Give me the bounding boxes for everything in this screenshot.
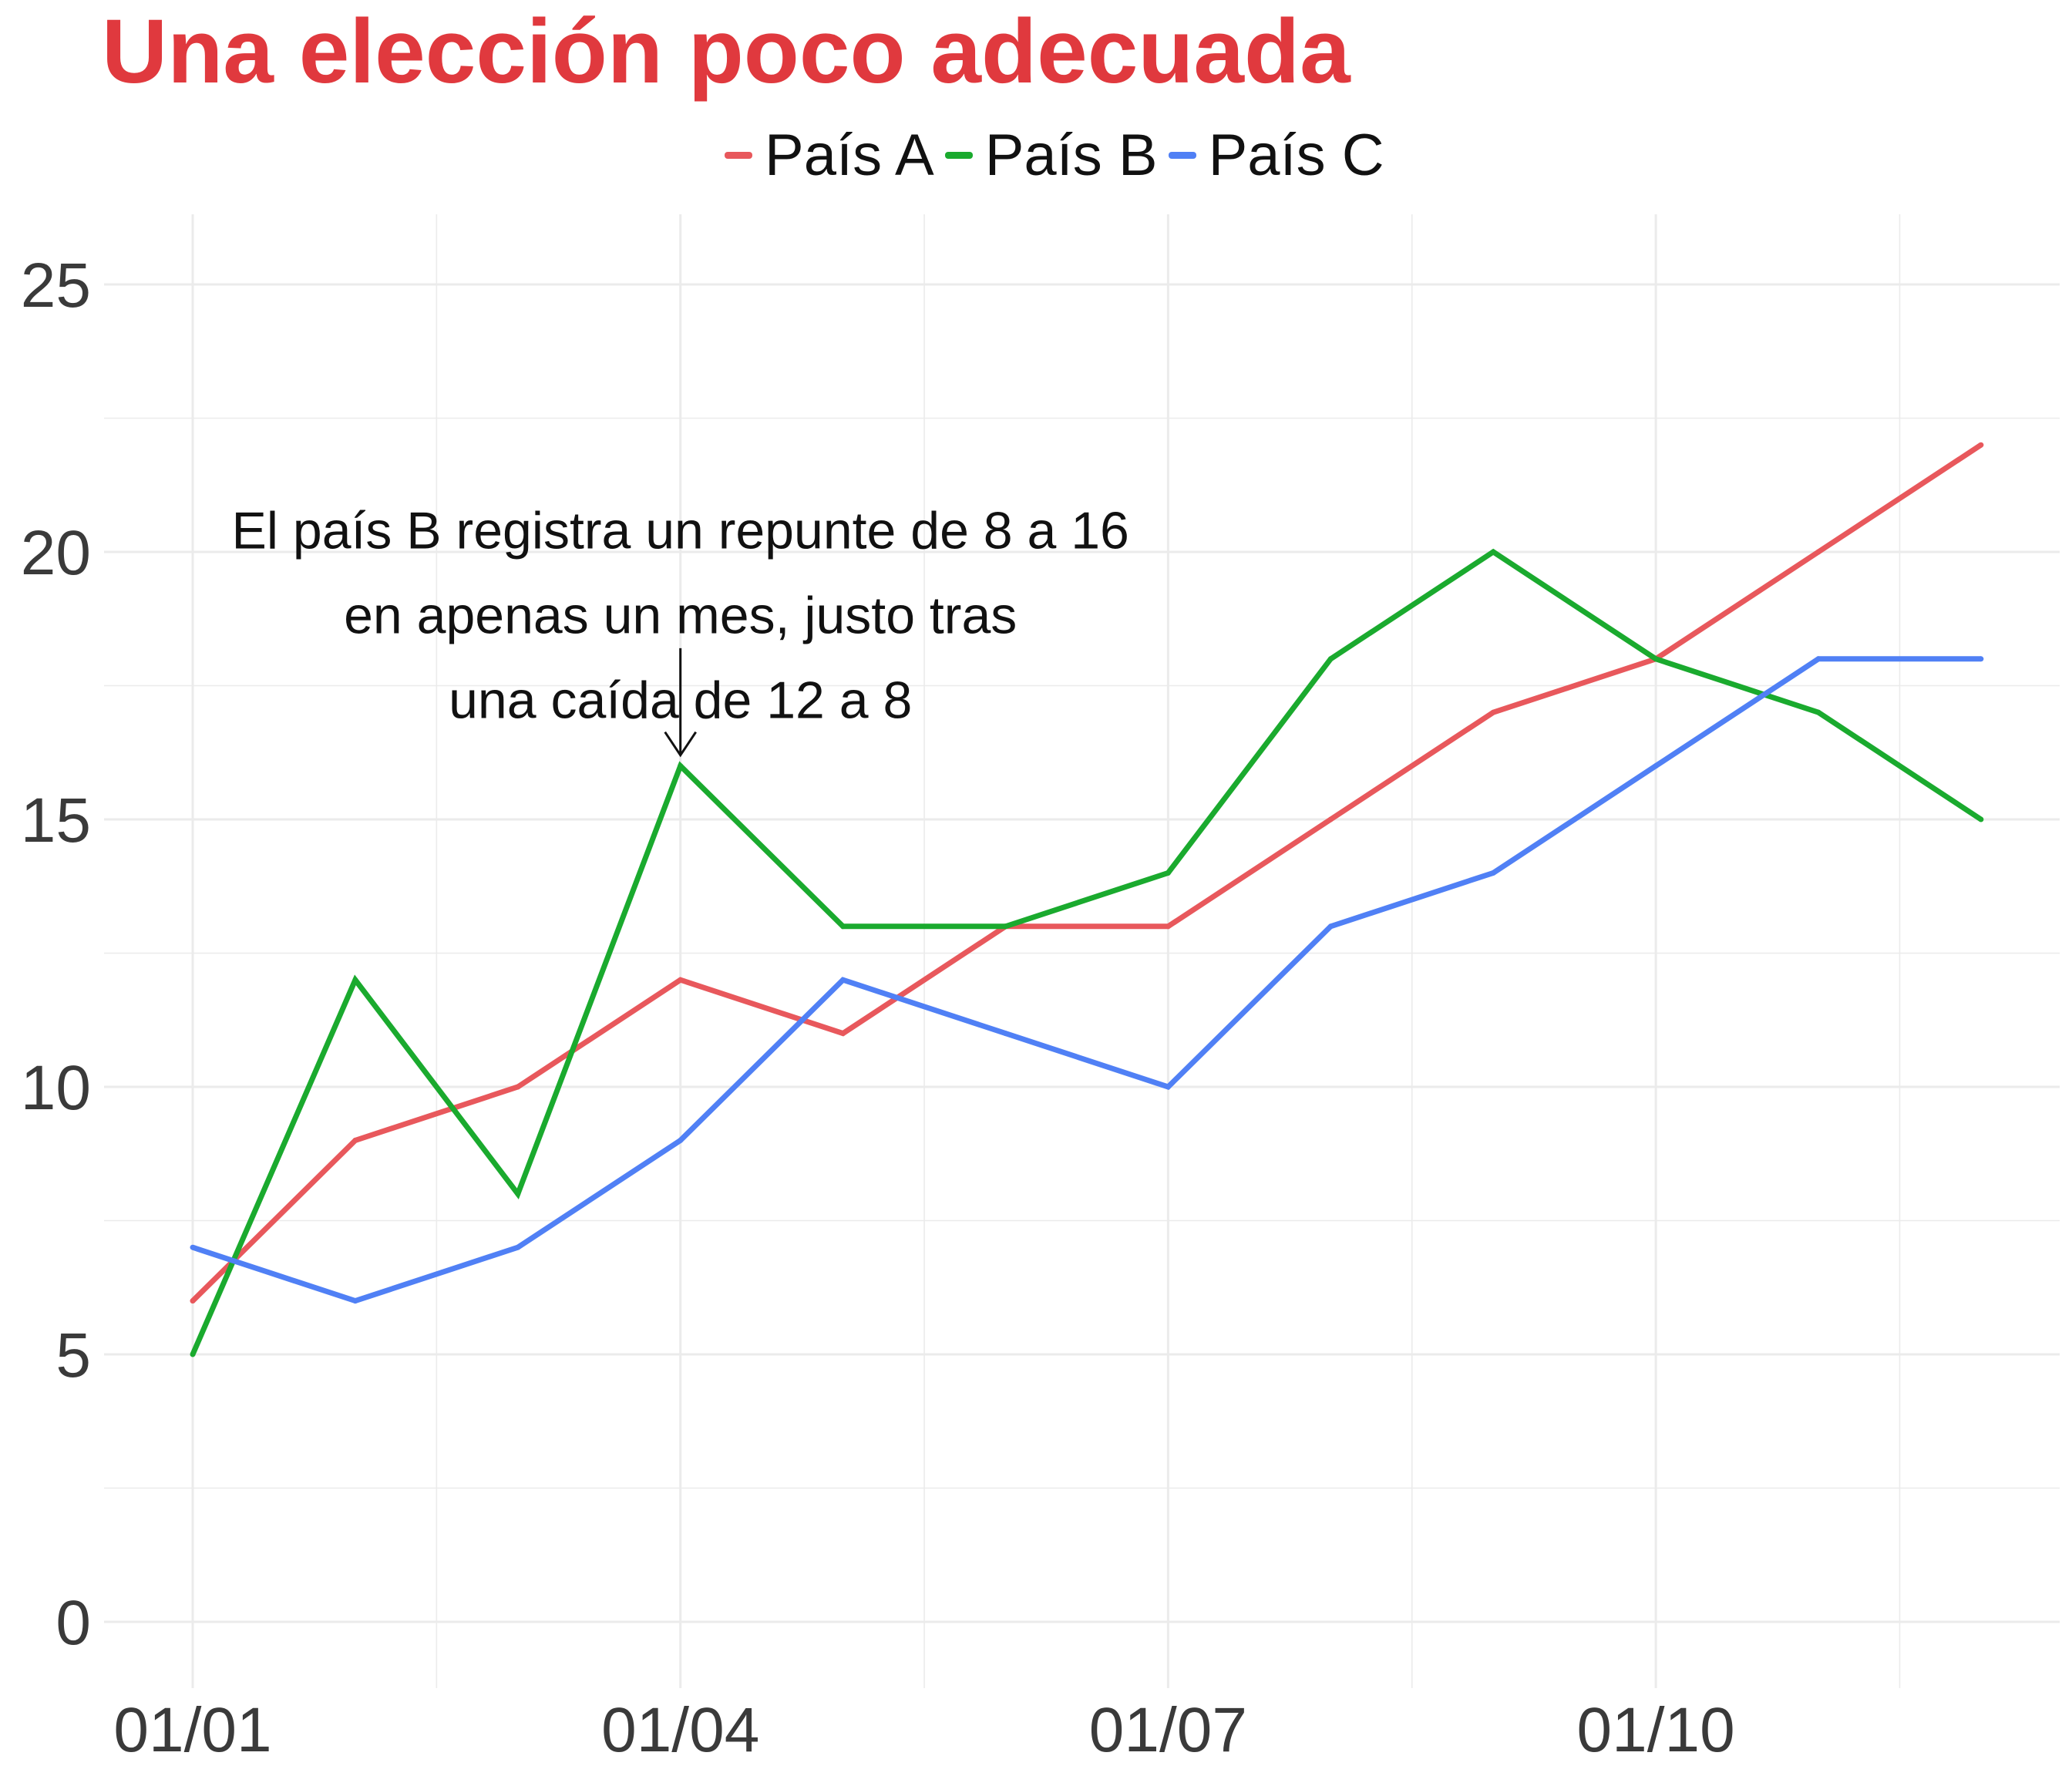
data-point — [840, 977, 846, 983]
data-point — [352, 977, 358, 983]
data-point — [678, 763, 684, 769]
legend-label-pais-c: País C — [1208, 123, 1384, 188]
annotation-line: en apenas un mes, justo tras — [344, 586, 1017, 644]
data-point — [1815, 656, 1821, 662]
data-point — [1165, 870, 1171, 876]
data-point — [678, 977, 684, 983]
grid — [104, 214, 2060, 1688]
data-point — [190, 1351, 196, 1357]
data-point — [1165, 1084, 1171, 1090]
legend-key-pais-b — [944, 152, 973, 159]
y-tick-label: 0 — [56, 1588, 91, 1658]
data-point — [1327, 923, 1334, 930]
data-point — [352, 1137, 358, 1143]
data-point — [1490, 549, 1496, 555]
x-axis: 01/01 01/04 01/07 01/10 — [113, 1695, 1734, 1765]
y-tick-label: 10 — [21, 1053, 91, 1123]
annotation-arrowhead — [664, 731, 697, 758]
y-tick-label: 20 — [21, 518, 91, 588]
data-point — [1490, 870, 1496, 876]
series-line-2 — [190, 548, 1983, 1356]
data-point — [190, 1298, 196, 1304]
annotation-line: El país B registra un repunte de 8 a 16 — [232, 501, 1129, 560]
data-point — [515, 1244, 521, 1250]
data-point — [352, 1298, 358, 1304]
y-tick-label: 25 — [21, 251, 91, 321]
data-point — [1003, 1031, 1008, 1037]
legend-item-pais-c: País C — [1168, 122, 1384, 189]
chart-title: Una elección poco adecuada — [102, 1, 1350, 103]
x-tick-label: 01/04 — [601, 1695, 759, 1765]
data-point — [678, 1137, 684, 1143]
legend: País A País B País C — [725, 122, 1395, 189]
data-point — [1815, 549, 1821, 555]
data-point — [1653, 656, 1659, 662]
x-tick-label: 01/10 — [1576, 1695, 1734, 1765]
y-axis: 0 5 10 15 20 25 — [21, 251, 91, 1658]
annotation: El país B registra un repunte de 8 a 16 e… — [232, 501, 1129, 758]
legend-item-pais-a: País A — [725, 122, 934, 189]
data-point — [1490, 709, 1496, 715]
series-line-1 — [190, 442, 1983, 1303]
legend-item-pais-b: País B — [944, 122, 1158, 189]
y-tick-label: 15 — [21, 785, 91, 856]
series-line-3 — [191, 656, 1981, 1304]
x-tick-label: 01/01 — [113, 1695, 271, 1765]
data-point — [1815, 709, 1821, 715]
data-point — [1978, 442, 1984, 448]
legend-key-pais-c — [1168, 152, 1196, 159]
data-point — [1978, 656, 1984, 662]
data-point — [1003, 923, 1008, 930]
data-point — [1327, 816, 1334, 822]
data-point — [515, 1084, 521, 1090]
legend-key-pais-a — [725, 152, 752, 159]
legend-label-pais-a: País A — [765, 123, 934, 188]
data-point — [1653, 763, 1659, 769]
data-point — [190, 1244, 196, 1250]
data-point — [840, 1031, 846, 1037]
x-tick-label: 01/07 — [1089, 1695, 1247, 1765]
y-tick-label: 5 — [56, 1320, 91, 1391]
data-point — [1978, 816, 1984, 822]
data-point — [515, 1191, 521, 1197]
data-point — [840, 923, 846, 930]
data-point — [1327, 656, 1334, 662]
legend-label-pais-b: País B — [984, 123, 1158, 188]
series-lines — [190, 442, 1984, 1357]
data-point — [1165, 923, 1171, 930]
